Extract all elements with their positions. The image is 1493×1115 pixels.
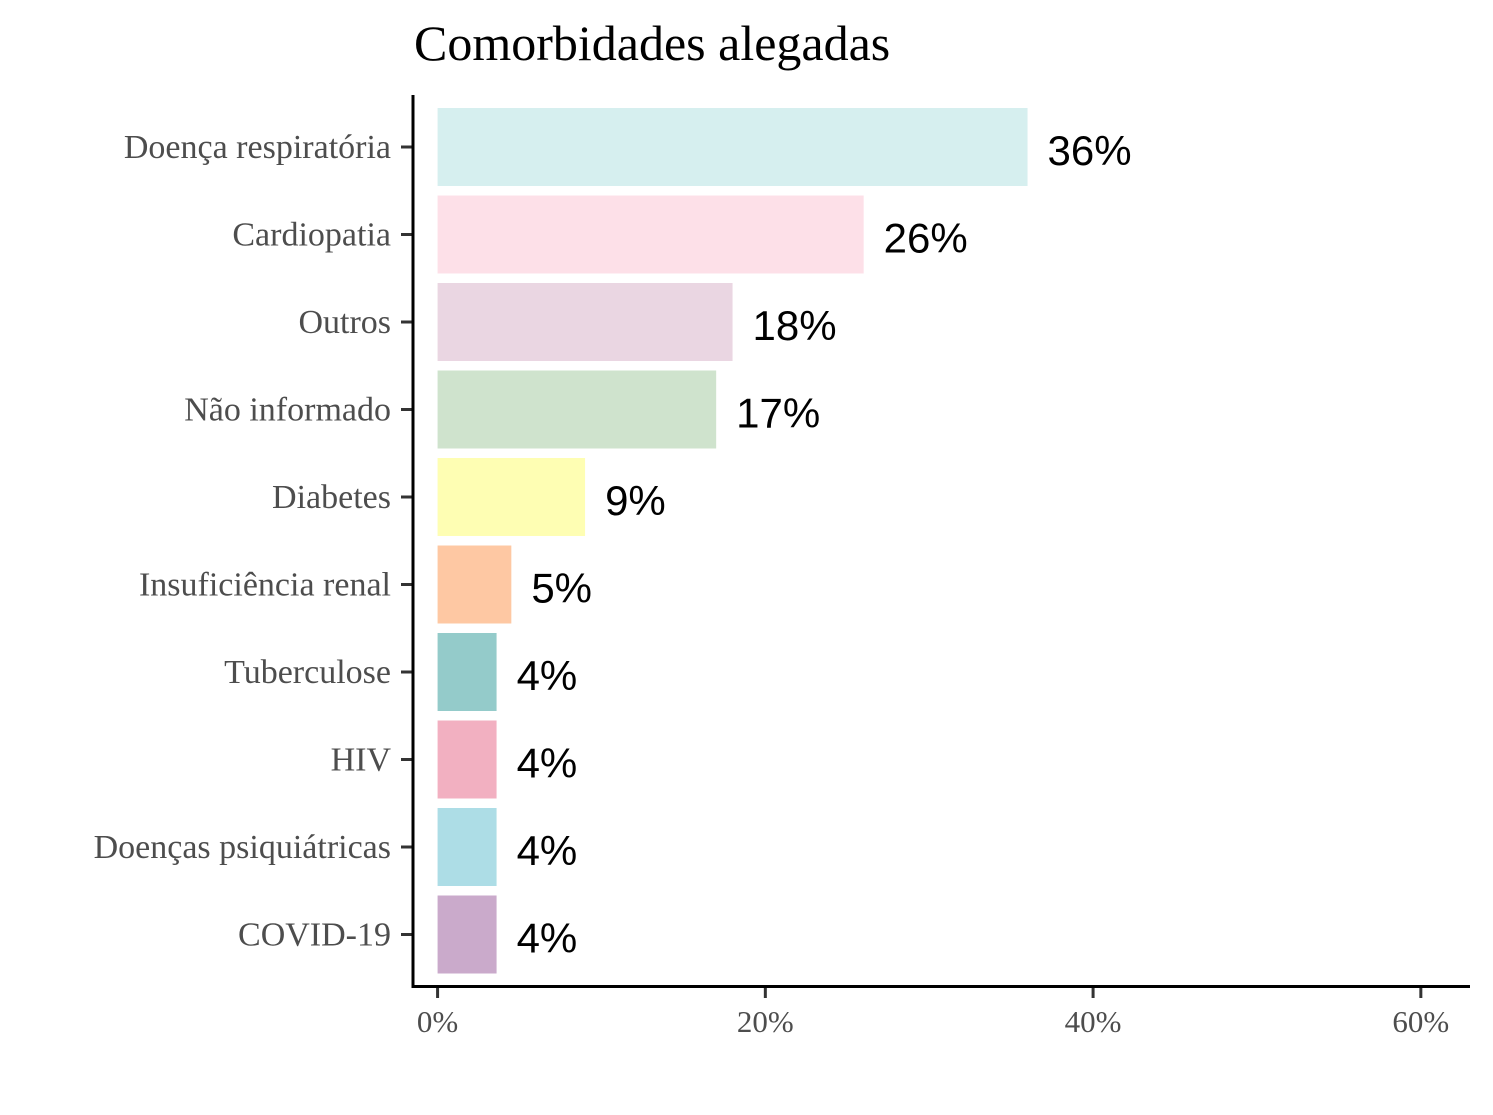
value-label: 4% <box>517 915 578 962</box>
value-label: 4% <box>517 827 578 874</box>
bars-group <box>437 108 1028 974</box>
category-label: Não informado <box>184 392 391 429</box>
bar-10 <box>437 895 497 974</box>
category-label: Insuficiência renal <box>139 567 391 604</box>
bar-3 <box>437 283 733 361</box>
bar-6 <box>437 545 512 624</box>
category-label: Cardiopatia <box>232 217 391 254</box>
value-label: 36% <box>1048 127 1132 174</box>
category-label: COVID-19 <box>238 917 391 954</box>
bar-7 <box>437 633 497 711</box>
value-label: 4% <box>517 652 578 699</box>
category-label: Tuberculose <box>224 654 391 691</box>
category-label: Outros <box>298 304 391 341</box>
x-tick-label: 60% <box>1392 1004 1449 1039</box>
y-axis-ticks <box>401 145 413 936</box>
x-axis-ticks: 0% 20% 40% 60% <box>417 986 1449 1039</box>
x-tick-label: 0% <box>417 1004 458 1039</box>
value-label: 17% <box>736 390 820 437</box>
category-label: Doenças psiquiátricas <box>94 829 391 866</box>
value-label: 26% <box>884 215 968 262</box>
x-tick-label: 20% <box>737 1004 794 1039</box>
value-label: 4% <box>517 740 578 787</box>
category-label: Diabetes <box>272 479 391 516</box>
bar-9 <box>437 808 497 886</box>
bar-8 <box>437 720 497 799</box>
category-label: HIV <box>331 742 392 779</box>
value-labels: 36% 26% 18% 17% 9% 5% 4% 4% 4% 4% <box>517 127 1132 962</box>
bar-4 <box>437 370 717 449</box>
value-label: 18% <box>753 302 837 349</box>
category-labels: Doença respiratória Cardiopatia Outros Não … <box>94 129 392 954</box>
value-label: 5% <box>531 565 592 612</box>
bar-5 <box>437 458 586 536</box>
chart-title: Comorbidades alegadas <box>414 15 890 71</box>
value-label: 9% <box>605 477 666 524</box>
bar-1 <box>437 108 1028 186</box>
category-label: Doença respiratória <box>124 129 391 166</box>
bar-2 <box>437 195 864 274</box>
x-tick-label: 40% <box>1065 1004 1122 1039</box>
